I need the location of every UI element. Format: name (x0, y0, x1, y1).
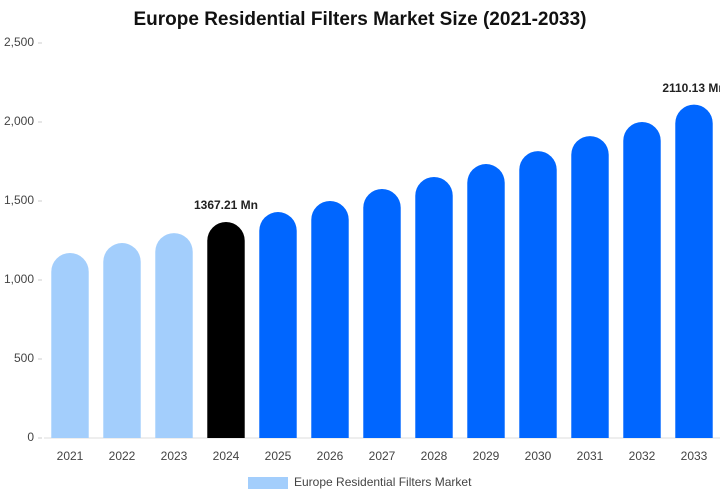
bar (467, 164, 505, 438)
x-tick-label: 2029 (473, 449, 500, 463)
x-tick-label: 2032 (629, 449, 656, 463)
bar (207, 221, 245, 438)
x-tick-label: 2030 (525, 449, 552, 463)
x-tick-label: 2024 (213, 449, 240, 463)
bar (311, 201, 349, 438)
y-tick-label: 500 (14, 351, 34, 365)
y-tick-label: 1,500 (4, 193, 34, 207)
bar (363, 188, 401, 438)
chart-title: Europe Residential Filters Market Size (… (133, 9, 586, 30)
legend-swatch (248, 477, 288, 489)
bar (675, 104, 713, 438)
value-label: 2110.13 Mn (662, 81, 720, 95)
x-tick-label: 2021 (57, 449, 84, 463)
bar (51, 252, 89, 438)
bar (155, 233, 193, 438)
value-label: 1367.21 Mn (194, 198, 258, 212)
x-tick-label: 2033 (681, 449, 708, 463)
x-tick-label: 2025 (265, 449, 292, 463)
bar (623, 122, 661, 438)
x-tick-label: 2023 (161, 449, 188, 463)
y-tick-label: 2,500 (4, 35, 34, 49)
bar (415, 176, 453, 438)
x-tick-label: 2026 (317, 449, 344, 463)
x-tick-label: 2027 (369, 449, 396, 463)
x-tick-label: 2031 (577, 449, 604, 463)
bar (519, 151, 557, 438)
bar (571, 136, 609, 439)
bar (259, 212, 297, 438)
bar (103, 243, 141, 438)
x-tick-label: 2022 (109, 449, 136, 463)
legend-label: Europe Residential Filters Market (294, 475, 472, 489)
y-tick-label: 1,000 (4, 272, 34, 286)
y-tick-label: 0 (27, 430, 34, 444)
y-tick-label: 2,000 (4, 114, 34, 128)
x-tick-label: 2028 (421, 449, 448, 463)
